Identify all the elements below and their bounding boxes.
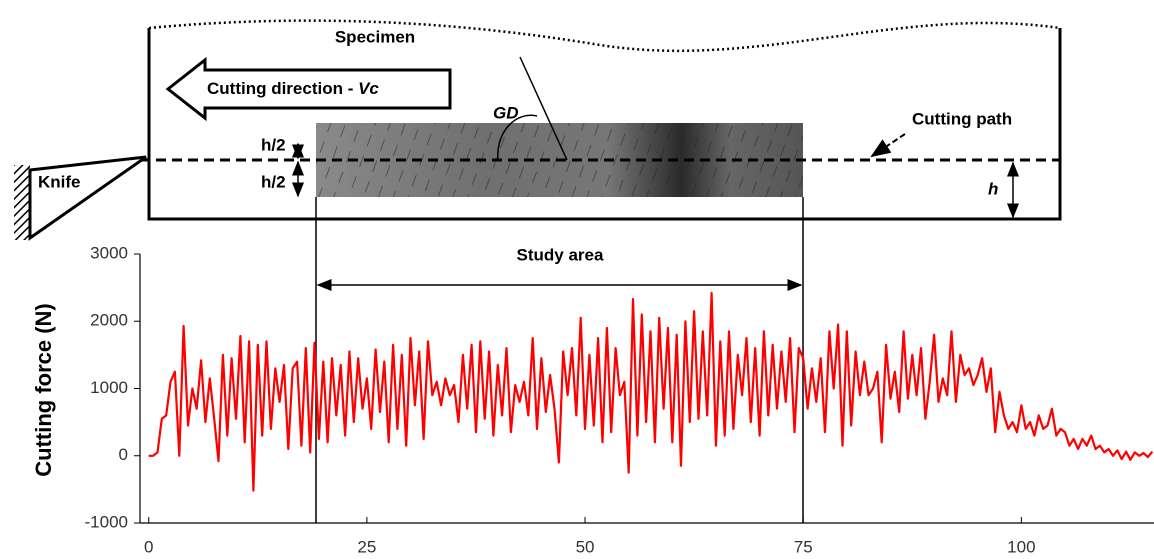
direction-label: Cutting direction - Vc [207,79,379,98]
study-label: Study area [517,245,604,264]
x-tick-label: 0 [144,537,153,556]
x-tick-label: 50 [576,537,595,556]
grain-angle [497,114,538,161]
direction-text: Cutting direction - [207,79,358,98]
depth-label: h [988,179,998,198]
force-line [148,291,1154,492]
y-tick-label: 2000 [90,311,128,330]
y-tick-label: 1000 [90,378,128,397]
y-tick-label: -1000 [85,512,128,531]
specimen [147,19,1062,221]
half-depth-label: h/2 [261,172,286,191]
grain-label: GD [493,103,519,122]
y-tick-label: 0 [119,445,128,464]
grain-line [519,56,568,161]
path-pointer [870,133,906,158]
specimen-label: Specimen [335,27,415,46]
y-tick-label: 3000 [90,243,128,262]
direction-symbol: Vc [358,79,379,98]
x-tick-label: 25 [357,537,376,556]
knife-label: Knife [38,172,81,191]
y-axis-title: Cutting force (N) [31,303,56,477]
knife [28,155,147,241]
x-tick-label: 100 [1007,537,1035,556]
x-tick-label: 75 [794,537,813,556]
path-label: Cutting path [912,109,1012,128]
half-depth-label: h/2 [261,135,286,154]
direction-arrow [165,56,452,122]
knife-holder [14,165,30,240]
